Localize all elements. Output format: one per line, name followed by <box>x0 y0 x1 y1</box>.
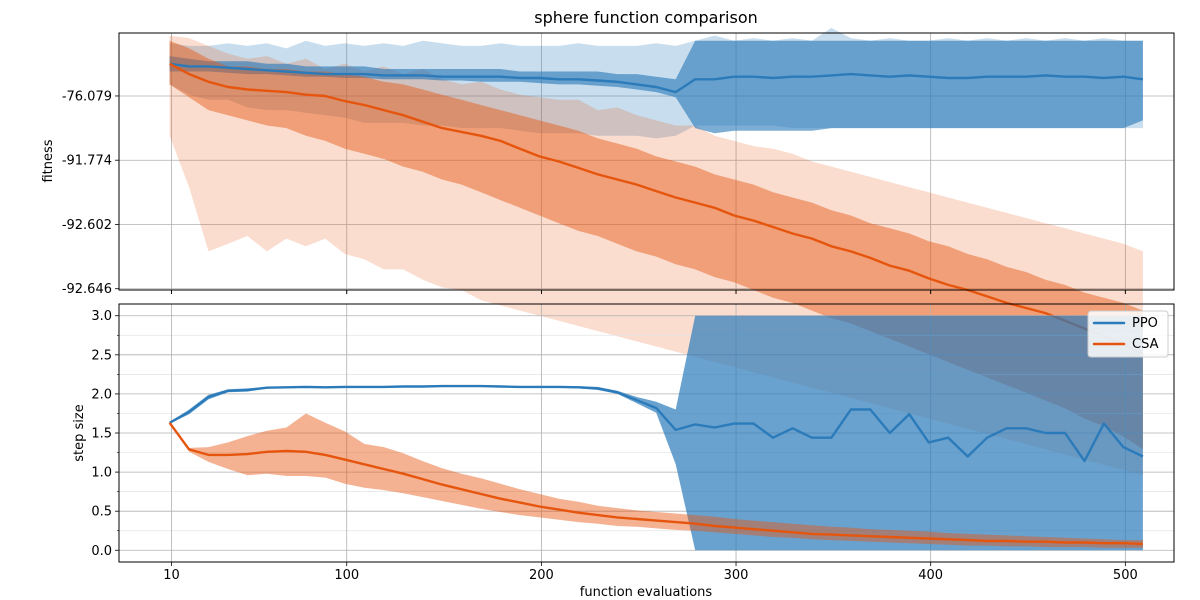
legend: PPO CSA <box>1087 310 1169 358</box>
fitness-mean-line-ppo <box>169 62 1144 94</box>
step-size-y-tick-label: 1.0 <box>91 466 112 481</box>
fitness-plot-frame <box>118 32 1175 291</box>
fitness-y-tick-label: -91.774 <box>62 154 112 169</box>
x-tick-label: 100 <box>334 568 359 583</box>
step-size-mean-line-csa <box>168 422 1143 546</box>
step-size-panel: 0.00.51.01.52.02.53.0 10 100 200 300 400 500 … <box>72 290 1175 600</box>
legend-label-csa: CSA <box>1132 337 1159 352</box>
x-axis-label: function evaluations <box>580 585 713 600</box>
fitness-y-tick-label: -92.602 <box>62 218 112 233</box>
step-size-y-tick-label: 2.5 <box>91 348 112 363</box>
x-tick-label: 300 <box>724 568 749 583</box>
step-size-y-tick-label: 0.5 <box>91 505 112 520</box>
legend-label-ppo: PPO <box>1132 316 1158 331</box>
step-size-x-ticks: 10 100 200 300 400 500 <box>163 290 1138 583</box>
step-size-y-ticks: 0.0 0.5 1.0 1.5 2.0 2.5 3.0 <box>91 309 119 559</box>
x-tick-label: 10 <box>163 568 180 583</box>
x-tick-label: 200 <box>529 568 554 583</box>
step-size-mean-line-ppo <box>169 384 1144 463</box>
fitness-y-axis-label: fitness <box>41 139 56 182</box>
chart-title: sphere function comparison <box>534 8 758 27</box>
fitness-mean-line-csa <box>169 62 1144 356</box>
fitness-y-tick-label: -92.646 <box>62 282 112 297</box>
fitness-std-band-csa <box>169 40 1143 450</box>
step-size-y-tick-label: 1.5 <box>91 427 112 442</box>
step-size-y-axis-label: step size <box>72 404 87 461</box>
x-tick-label: 500 <box>1113 568 1138 583</box>
x-tick-label: 400 <box>918 568 943 583</box>
step-size-band-ppo <box>169 315 1143 551</box>
fitness-y-ticks: -76.079 -91.774 -92.602 -92.646 <box>62 89 119 297</box>
step-size-y-tick-label: 2.0 <box>91 387 112 402</box>
step-size-y-tick-label: 3.0 <box>91 309 112 324</box>
fitness-y-tick-label: -76.079 <box>62 89 112 104</box>
fitness-lines <box>169 62 1144 356</box>
step-size-lines <box>168 384 1144 546</box>
step-size-y-tick-label: 0.0 <box>91 544 112 559</box>
